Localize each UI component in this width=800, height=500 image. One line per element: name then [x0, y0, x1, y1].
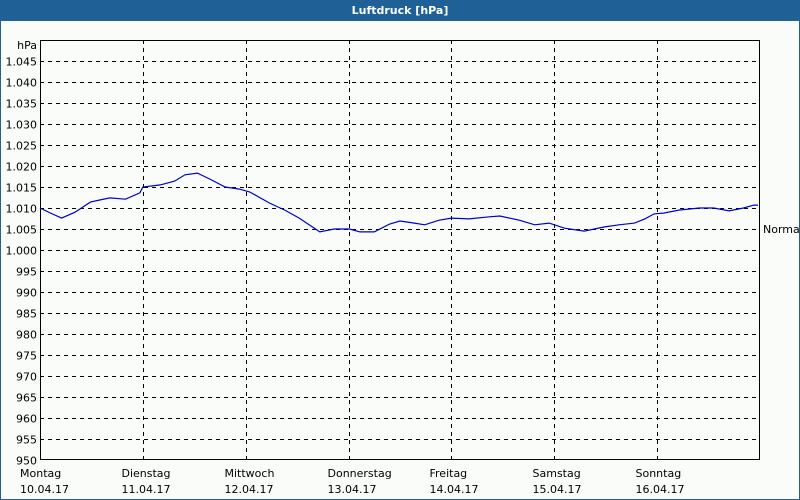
y-tick-label: 970: [16, 371, 37, 384]
y-tick-label: 1.035: [6, 98, 38, 111]
x-tick-day-label: Sonntag: [636, 467, 682, 480]
x-tick-day-label: Samstag: [533, 467, 581, 480]
y-tick-label: 980: [16, 329, 37, 342]
x-axis: Montag 10.04.17 Dienstag 11.04.17 Mittwoch 12…: [20, 467, 684, 496]
y-axis-unit-label: hPa: [17, 39, 37, 52]
y-tick-label: 965: [16, 392, 37, 405]
y-tick-label: 1.030: [6, 119, 38, 132]
y-tick-label: 1.045: [6, 56, 38, 69]
x-tick-date-label: 11.04.17: [122, 483, 171, 496]
y-tick-label: 1.000: [6, 245, 38, 258]
y-tick-label: 1.010: [6, 203, 38, 216]
x-tick-date-label: 15.04.17: [533, 483, 582, 496]
x-tick-day-label: Dienstag: [122, 467, 171, 480]
x-tick-date-label: 14.04.17: [430, 483, 479, 496]
normal-reference: Normal: [763, 223, 800, 236]
y-tick-label: 1.025: [6, 140, 38, 153]
y-tick-label: 1.040: [6, 77, 38, 90]
x-tick-date-label: 13.04.17: [328, 483, 377, 496]
x-tick-day-label: Montag: [20, 467, 61, 480]
y-tick-label: 1.020: [6, 161, 38, 174]
x-tick-day-label: Freitag: [430, 467, 468, 480]
x-tick-day-label: Mittwoch: [225, 467, 275, 480]
y-tick-label: 1.015: [6, 182, 38, 195]
plot-area-border: [40, 40, 760, 460]
y-tick-label: 995: [16, 266, 37, 279]
chart-title: Luftdruck [hPa]: [0, 0, 800, 21]
y-tick-label: 985: [16, 308, 37, 321]
x-tick-day-label: Donnerstag: [328, 467, 392, 480]
y-tick-label: 990: [16, 287, 37, 300]
normal-reference-label: Normal: [763, 223, 800, 236]
x-tick-date-label: 16.04.17: [636, 483, 685, 496]
y-axis: 950 955 960 965 970 975 980 985 990 995 1.000 1.005…: [6, 39, 38, 468]
x-tick-date-label: 10.04.17: [20, 483, 69, 496]
y-tick-label: 960: [16, 413, 37, 426]
grid-lines: [40, 40, 760, 460]
y-tick-label: 950: [16, 455, 37, 468]
pressure-series-line: [39, 172, 758, 233]
y-tick-label: 1.005: [6, 224, 38, 237]
x-tick-date-label: 12.04.17: [225, 483, 274, 496]
y-tick-label: 975: [16, 350, 37, 363]
y-tick-label: 955: [16, 434, 37, 447]
